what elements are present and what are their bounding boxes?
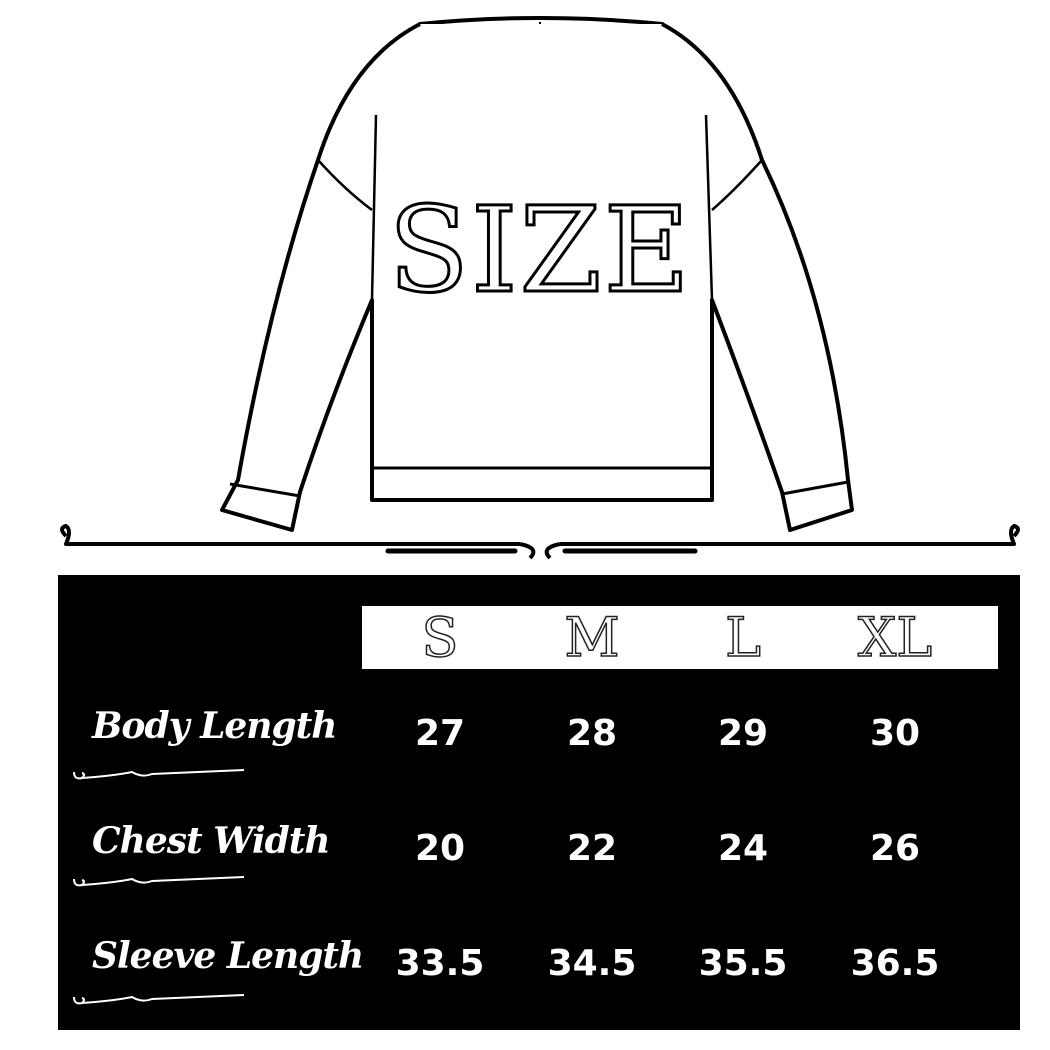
size-header-xl: XL <box>857 605 933 670</box>
row-label-chest-width: Chest Width <box>92 820 331 862</box>
flourish-ornament <box>73 994 244 1005</box>
value-cell: 27 <box>414 713 466 754</box>
size-header-bar: S M L XL <box>362 605 998 670</box>
value-cell: 33.5 <box>395 943 485 984</box>
size-title: SIZE <box>387 180 692 321</box>
value-cell: 20 <box>414 828 466 869</box>
value-cell: 34.5 <box>547 943 637 984</box>
value-cell: 26 <box>869 828 921 869</box>
size-table: S M L XL Body Length 27 28 29 30 Chest W… <box>58 575 1020 1030</box>
value-cell: 35.5 <box>698 943 788 984</box>
row-label-sleeve-length: Sleeve Length <box>92 935 364 977</box>
value-cell: 30 <box>869 713 921 754</box>
value-cell: 22 <box>566 828 618 869</box>
sweater-illustration <box>60 16 1020 560</box>
flourish-ornament <box>73 769 244 780</box>
size-header-l: L <box>724 605 761 670</box>
value-cell: 28 <box>566 713 618 754</box>
size-header-s: S <box>421 605 460 670</box>
row-label-body-length: Body Length <box>92 705 337 747</box>
value-cell: 24 <box>717 828 769 869</box>
value-cell: 36.5 <box>850 943 940 984</box>
value-cell: 29 <box>717 713 769 754</box>
flourish-ornament <box>73 876 244 887</box>
size-header-m: M <box>564 605 621 670</box>
